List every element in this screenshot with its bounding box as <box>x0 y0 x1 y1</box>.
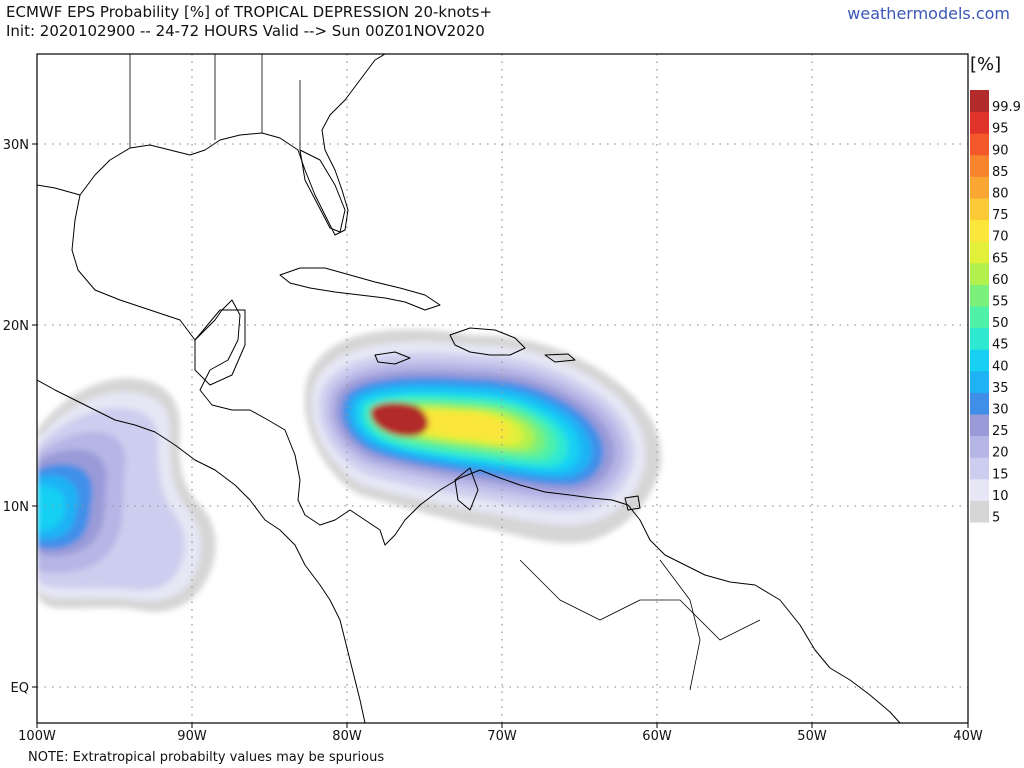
chart-title: ECMWF EPS Probability [%] of TROPICAL DE… <box>6 3 493 21</box>
brand-link[interactable]: weathermodels.com <box>847 4 1010 23</box>
lat-label-30n: 30N <box>3 138 29 153</box>
colorbar-swatch <box>970 198 989 221</box>
lon-label-70w: 70W <box>487 729 517 744</box>
probability-field <box>37 329 662 612</box>
lat-label-eq: EQ <box>11 681 29 696</box>
colorbar-label: 10 <box>992 489 1009 504</box>
chart-subtitle: Init: 2020102900 -- 24-72 HOURS Valid --… <box>6 22 485 40</box>
lon-label-60w: 60W <box>642 729 672 744</box>
colorbar-label: 90 <box>992 143 1009 158</box>
colorbar-swatch <box>970 154 989 177</box>
colorbar-label: 75 <box>992 208 1009 223</box>
colorbar-label: 20 <box>992 446 1009 461</box>
coastlines <box>37 54 901 723</box>
colorbar-label: 85 <box>992 165 1009 180</box>
lon-tick-labels: 100W 90W 80W 70W 60W 50W 40W <box>18 729 983 744</box>
colorbar-swatch <box>970 457 989 480</box>
colorbar-label: 25 <box>992 424 1009 439</box>
lat-tick-labels: 30N 20N 10N EQ <box>3 138 29 696</box>
lon-label-40w: 40W <box>953 729 983 744</box>
axis-ticks <box>32 143 969 728</box>
colorbar-label: 70 <box>992 230 1009 245</box>
colorbar-label: 5 <box>992 511 1000 526</box>
colorbar-swatch <box>970 284 989 307</box>
colorbar-swatch <box>970 306 989 329</box>
lon-label-90w: 90W <box>177 729 207 744</box>
colorbar-label: 30 <box>992 403 1009 418</box>
colorbar-label: 60 <box>992 273 1009 288</box>
colorbar-label: 45 <box>992 338 1009 353</box>
colorbar-label: 80 <box>992 187 1009 202</box>
lon-label-100w: 100W <box>18 729 56 744</box>
colorbar-swatch <box>970 219 989 242</box>
colorbar-swatch <box>970 327 989 350</box>
colorbar-label: 50 <box>992 316 1009 331</box>
lon-label-50w: 50W <box>797 729 827 744</box>
colorbar-swatch <box>970 435 989 458</box>
lat-label-10n: 10N <box>3 500 29 515</box>
colorbar: 5 10 15 20 25 30 35 40 45 50 55 60 65 70 75 80 85 90 95 99.… <box>970 90 1021 526</box>
colorbar-swatch <box>970 414 989 437</box>
colorbar-swatch <box>970 349 989 372</box>
colorbar-swatch <box>970 478 989 501</box>
colorbar-swatch <box>970 241 989 264</box>
colorbar-swatch <box>970 111 989 134</box>
colorbar-unit: [%] <box>970 54 1001 75</box>
colorbar-swatch <box>970 90 989 113</box>
colorbar-label: 65 <box>992 251 1009 266</box>
colorbar-swatch <box>970 370 989 393</box>
colorbar-label: 99.9 <box>992 100 1021 115</box>
colorbar-swatch <box>970 392 989 415</box>
colorbar-swatch <box>970 133 989 156</box>
colorbar-swatch <box>970 500 989 523</box>
colorbar-swatch <box>970 176 989 199</box>
lat-label-20n: 20N <box>3 319 29 334</box>
colorbar-label: 40 <box>992 359 1009 374</box>
colorbar-label: 95 <box>992 122 1009 137</box>
lon-label-80w: 80W <box>332 729 362 744</box>
colorbar-swatch <box>970 262 989 285</box>
grid-lines <box>37 54 968 723</box>
colorbar-label: 55 <box>992 295 1009 310</box>
footnote: NOTE: Extratropical probabilty values ma… <box>28 750 385 765</box>
colorbar-label: 15 <box>992 467 1009 482</box>
colorbar-label: 35 <box>992 381 1009 396</box>
